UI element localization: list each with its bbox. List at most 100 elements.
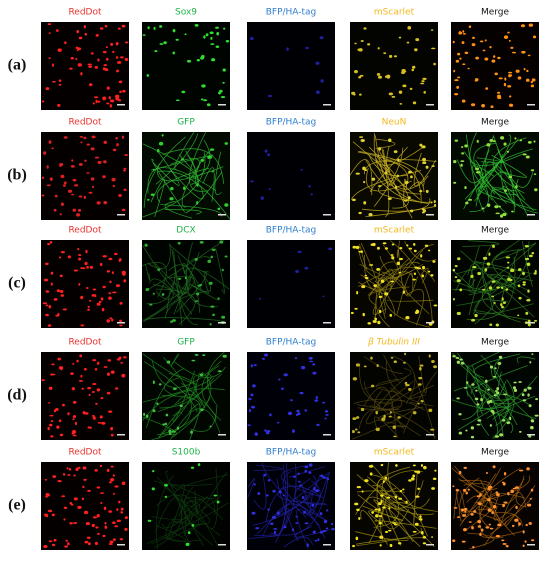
cell <box>103 366 108 368</box>
cell <box>380 463 384 467</box>
cell <box>80 72 83 76</box>
cell <box>119 319 122 323</box>
cell <box>92 516 98 519</box>
cell <box>420 531 424 535</box>
cell <box>454 276 458 279</box>
cell <box>194 300 199 302</box>
cell <box>306 543 309 547</box>
cell <box>84 412 89 415</box>
cell <box>464 186 467 190</box>
channel-header: S100b <box>172 448 201 458</box>
cell <box>486 262 491 266</box>
cell <box>430 428 435 431</box>
cell <box>503 393 508 396</box>
fiber <box>367 476 423 522</box>
cell <box>255 527 260 530</box>
cell <box>48 304 52 309</box>
cell <box>77 208 82 212</box>
cell <box>72 418 75 421</box>
fiber <box>453 280 496 292</box>
fiber <box>142 373 212 403</box>
cell <box>94 96 99 99</box>
cell <box>460 146 464 149</box>
micrograph <box>451 462 539 550</box>
cell <box>388 507 391 510</box>
cell <box>212 313 215 317</box>
scale-bar <box>117 434 125 436</box>
cell <box>81 387 85 390</box>
fiber <box>172 370 196 422</box>
cell <box>273 530 276 535</box>
cell <box>495 534 500 538</box>
cell <box>503 82 507 87</box>
cell <box>404 352 407 356</box>
cell <box>456 85 460 89</box>
cell <box>86 265 89 269</box>
cell <box>356 486 362 489</box>
cell <box>112 50 115 54</box>
cell <box>452 268 456 272</box>
cell <box>420 82 425 85</box>
cell <box>78 254 82 257</box>
cell <box>213 494 218 497</box>
cell <box>215 45 220 48</box>
cell <box>502 543 507 545</box>
cell <box>100 501 103 504</box>
cell <box>104 24 108 28</box>
cell <box>91 135 96 139</box>
cell <box>494 72 498 76</box>
cell <box>406 244 409 247</box>
cell <box>77 63 82 67</box>
cell <box>63 506 68 510</box>
fiber <box>451 467 498 490</box>
cell <box>100 297 104 301</box>
fiber <box>253 475 267 510</box>
cell <box>166 360 171 364</box>
cell <box>521 50 526 54</box>
cell <box>121 373 126 378</box>
cell <box>110 370 115 374</box>
cell <box>297 472 300 475</box>
cell <box>271 515 276 519</box>
cell <box>92 102 96 105</box>
cell <box>356 416 360 419</box>
cell <box>41 379 45 382</box>
fiber <box>468 250 503 316</box>
cell <box>534 414 539 417</box>
cell <box>57 357 62 361</box>
fiber <box>375 270 413 328</box>
cell <box>216 500 220 504</box>
cell <box>474 397 479 401</box>
cell <box>364 276 369 280</box>
cell <box>219 240 224 244</box>
cell <box>382 480 385 483</box>
channel-header: β Tubulin III <box>367 338 420 348</box>
cell <box>377 502 382 506</box>
fiber <box>476 406 512 417</box>
cell <box>250 180 254 183</box>
cell <box>497 56 501 60</box>
cell <box>58 79 62 82</box>
image-background <box>142 132 230 220</box>
fiber <box>152 151 180 186</box>
cell <box>421 145 426 149</box>
fiber <box>504 485 536 527</box>
cell <box>123 169 127 172</box>
cell <box>386 74 391 79</box>
cell <box>83 195 86 199</box>
cell <box>69 522 73 525</box>
cell <box>264 429 267 432</box>
cell <box>316 423 320 427</box>
cell <box>422 535 427 539</box>
cell <box>408 170 413 174</box>
cell <box>115 97 120 101</box>
cell <box>315 61 320 65</box>
cell <box>487 388 490 391</box>
fiber <box>474 261 532 274</box>
cell <box>352 417 357 421</box>
scale-bar <box>323 104 331 106</box>
fiber <box>364 249 424 291</box>
cell <box>398 497 403 500</box>
cell <box>381 417 386 422</box>
cell <box>369 264 374 266</box>
